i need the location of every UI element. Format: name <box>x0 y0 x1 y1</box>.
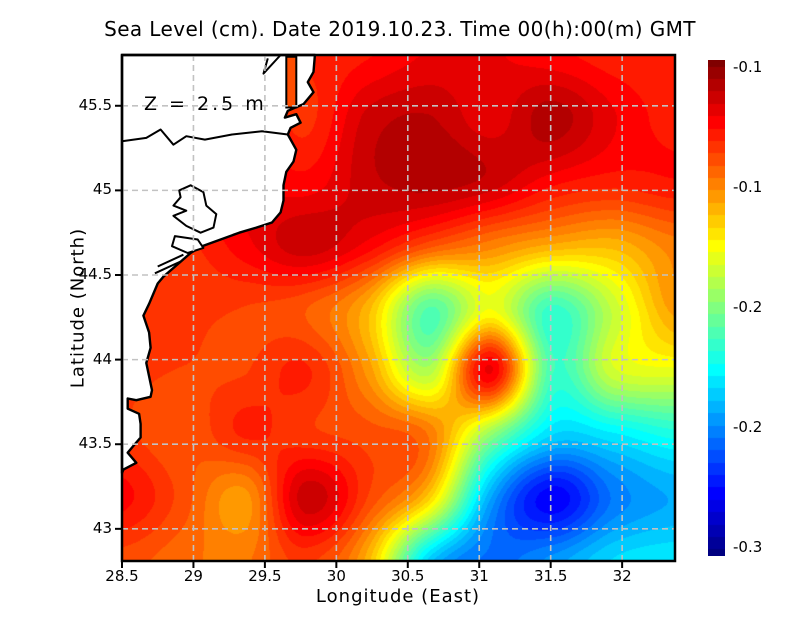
y-tick-label: 43 <box>92 518 112 537</box>
y-tick-label: 44 <box>92 349 112 368</box>
x-tick-label: 29.5 <box>248 567 282 585</box>
colorbar-tick-label: -0.3 <box>733 538 763 556</box>
x-tick-label: 30 <box>326 567 346 585</box>
coastline-contour <box>172 184 218 234</box>
x-tick-label: 28.5 <box>105 567 139 585</box>
colorbar-tick-label: -0.1 <box>733 178 763 196</box>
depth-annotation: Z = 2.5 m <box>144 93 267 115</box>
y-tick-label: 45.5 <box>78 95 112 114</box>
y-tick-label: 45 <box>92 180 112 199</box>
x-tick-label: 31.5 <box>533 567 568 585</box>
colorbar <box>708 60 725 556</box>
colorbar-tick-label: -0.2 <box>733 418 763 436</box>
coastline-contour <box>154 260 182 275</box>
coastline-inlet <box>285 55 298 109</box>
coastline-contour <box>121 128 288 146</box>
x-tick-label: 30.5 <box>391 567 425 585</box>
y-axis-title: Latitude (North) <box>67 227 89 389</box>
colorbar-tick-label: -0.2 <box>733 298 763 316</box>
plot-frame <box>120 53 677 563</box>
y-tick-label: 44.5 <box>78 265 112 283</box>
y-tick-label: 43.5 <box>78 434 112 453</box>
x-tick-label: 32 <box>612 567 632 585</box>
x-tick-label: 29 <box>183 567 203 585</box>
plot-title: Sea Level (cm). Date 2019.10.23. Time 00… <box>104 17 696 41</box>
coastline-contour <box>262 54 282 75</box>
colorbar-tick-label: -0.1 <box>733 58 763 76</box>
coastline-contour <box>157 253 184 268</box>
x-tick-label: 31 <box>469 567 489 585</box>
map-overlay <box>115 53 677 568</box>
x-axis-title: Longitude (East) <box>315 586 481 607</box>
coastline-land <box>120 53 317 475</box>
